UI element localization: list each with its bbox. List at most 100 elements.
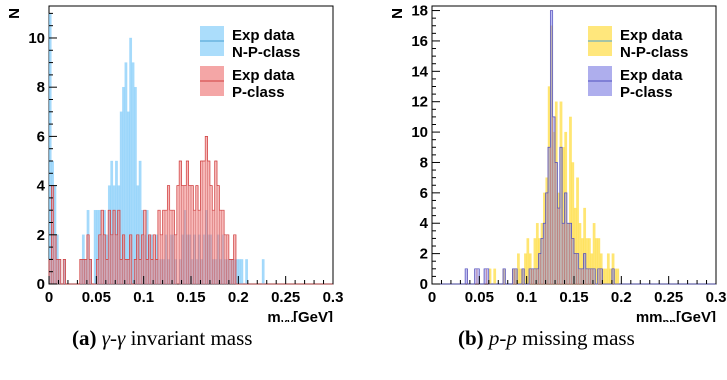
hist-bar — [212, 209, 215, 285]
hist-bar — [552, 116, 556, 285]
hist-bar — [561, 223, 565, 285]
legend-label-line1: Exp data — [620, 27, 683, 44]
legend-label-line2: N-P-class — [232, 44, 300, 61]
legend-label-line2: P-class — [620, 84, 673, 101]
hist-bar — [176, 185, 180, 285]
hist-bar — [588, 268, 591, 285]
hist-bar — [181, 185, 185, 285]
hist-bar — [98, 234, 102, 285]
y-tick-label: 6 — [420, 185, 428, 202]
hist-bar — [240, 259, 244, 285]
hist-bar — [604, 268, 608, 285]
hist-bar — [183, 185, 187, 285]
x-tick-label: 0.05 — [465, 289, 494, 306]
hist-bar — [595, 238, 598, 285]
hist-bar — [216, 185, 220, 285]
legend-label-line2: P-class — [232, 84, 285, 101]
y-tick-label: 4 — [37, 178, 46, 195]
hist-bar — [63, 259, 66, 285]
hist-bar — [126, 111, 130, 285]
x-tick-label: 0.25 — [271, 289, 300, 306]
y-axis-label: N — [6, 8, 23, 19]
y-tick-label: 8 — [37, 79, 45, 96]
hist-bar — [188, 185, 192, 285]
hist-bar — [195, 185, 199, 285]
hist-bar — [519, 268, 523, 285]
caption-a: (a) γ-γ invariant mass — [72, 326, 253, 350]
hist-bar — [119, 111, 123, 285]
y-tick-label: 0 — [37, 276, 45, 293]
legend-label-line1: Exp data — [620, 67, 683, 84]
hist-bar — [126, 259, 130, 285]
chart-panel-0: 0 0.05 0.1 0.15 0.2 0.25 0.3 0 2 4 6 8 10 Nmγγ[GeV] Ex… — [6, 5, 343, 322]
hist-bar — [174, 234, 178, 285]
x-tick-label: 0.05 — [82, 289, 111, 306]
hist-bar — [209, 185, 213, 285]
hist-bar — [143, 209, 147, 285]
hist-bar — [233, 234, 237, 285]
hist-bar — [162, 209, 166, 285]
hist-bar — [585, 268, 589, 285]
hist-bar — [576, 253, 579, 285]
x-tick-label: 0.2 — [611, 289, 632, 306]
hist-bar — [131, 62, 135, 285]
y-tick-label: 10 — [411, 124, 428, 141]
x-tick-label: 0 — [45, 289, 53, 306]
hist-bar — [597, 268, 601, 285]
hist-bar — [540, 238, 544, 285]
x-tick-label: 0.15 — [176, 289, 205, 306]
series-1-bars — [48, 136, 237, 285]
chart-panel-1: 0 0.05 0.1 0.15 0.2 0.25 0.3 0 2 4 6 8 10 12 14 16 18 Nmm… — [389, 3, 726, 322]
hist-bar — [164, 209, 168, 285]
legend-label-line1: Exp data — [232, 67, 295, 84]
series-1-outline — [48, 136, 333, 285]
y-tick-label: 14 — [411, 63, 428, 80]
hist-bar — [219, 209, 222, 285]
hist-bar — [550, 10, 553, 285]
hist-bar — [202, 160, 206, 285]
hist-bar — [517, 253, 520, 285]
hist-bar — [171, 209, 175, 285]
y-tick-label: 6 — [37, 128, 45, 145]
hist-bar — [545, 192, 549, 285]
hist-bar — [53, 234, 57, 285]
hist-bar — [148, 234, 151, 285]
hist-bar — [616, 268, 620, 285]
hist-bar — [614, 268, 617, 285]
hist-bar — [583, 253, 587, 285]
hist-bar — [117, 209, 121, 285]
hist-bar — [119, 259, 123, 285]
hist-bar — [93, 209, 97, 285]
y-tick-label: 10 — [28, 30, 45, 47]
hist-bar — [502, 268, 506, 285]
hist-bar — [167, 185, 170, 285]
y-tick-label: 8 — [420, 154, 428, 171]
hist-bar — [115, 234, 118, 285]
hist-bar — [557, 207, 561, 285]
hist-bar — [606, 253, 610, 285]
hist-bar — [493, 268, 497, 285]
hist-bar — [178, 160, 182, 285]
hist-bar — [221, 209, 225, 285]
y-tick-label: 18 — [411, 3, 428, 20]
hist-bar — [214, 160, 218, 285]
x-axis-label: mγγ[GeV] — [267, 309, 333, 322]
hist-bar — [231, 259, 234, 285]
hist-bar — [474, 268, 478, 285]
hist-bar — [81, 259, 85, 285]
y-tick-label: 0 — [420, 276, 428, 293]
hist-bar — [200, 160, 204, 285]
hist-bar — [100, 209, 104, 285]
x-tick-label: 0 — [428, 289, 436, 306]
hist-bar — [124, 62, 128, 285]
hist-bar — [86, 234, 90, 285]
hist-bar — [547, 147, 551, 285]
hist-bar — [521, 268, 525, 285]
x-tick-label: 0.3 — [706, 289, 727, 306]
hist-bar — [190, 185, 194, 285]
x-tick-label: 0.1 — [516, 289, 537, 306]
series-1-outline — [432, 10, 716, 285]
hist-bar — [226, 234, 230, 285]
hist-bar — [122, 234, 125, 285]
